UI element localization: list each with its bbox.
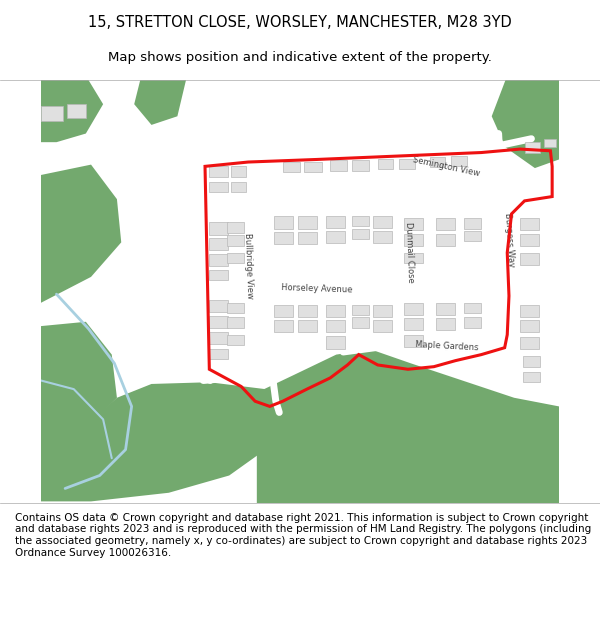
- Bar: [436, 234, 455, 246]
- Text: 15, STRETTON CLOSE, WORSLEY, MANCHESTER, M28 3YD: 15, STRETTON CLOSE, WORSLEY, MANCHESTER,…: [88, 15, 512, 30]
- Text: Contains OS data © Crown copyright and database right 2021. This information is : Contains OS data © Crown copyright and d…: [15, 513, 591, 558]
- Bar: [326, 216, 345, 227]
- Bar: [524, 142, 540, 152]
- Bar: [209, 182, 229, 192]
- Bar: [209, 166, 229, 177]
- Bar: [404, 335, 422, 347]
- Bar: [274, 304, 293, 317]
- Bar: [464, 302, 481, 313]
- Bar: [352, 318, 369, 328]
- Bar: [464, 218, 481, 229]
- Bar: [326, 336, 345, 349]
- Bar: [523, 356, 540, 367]
- Bar: [231, 182, 247, 192]
- Bar: [544, 139, 556, 148]
- Bar: [274, 320, 293, 332]
- Bar: [378, 159, 393, 169]
- Bar: [520, 253, 539, 265]
- Text: Map shows position and indicative extent of the property.: Map shows position and indicative extent…: [108, 51, 492, 64]
- Text: Bullbridge View: Bullbridge View: [242, 232, 254, 299]
- Bar: [274, 232, 293, 244]
- Bar: [464, 318, 481, 328]
- Text: Horseley Avenue: Horseley Avenue: [281, 283, 353, 295]
- Bar: [373, 216, 392, 227]
- Bar: [451, 156, 467, 166]
- Bar: [373, 304, 392, 317]
- Bar: [209, 238, 229, 250]
- Bar: [330, 160, 347, 171]
- Text: Semington View: Semington View: [412, 155, 481, 178]
- Bar: [227, 236, 244, 246]
- Polygon shape: [492, 80, 559, 168]
- Bar: [231, 166, 247, 177]
- Bar: [227, 222, 244, 233]
- Bar: [209, 316, 229, 328]
- Bar: [436, 302, 455, 315]
- Bar: [520, 234, 539, 246]
- Bar: [227, 302, 244, 313]
- Bar: [352, 304, 369, 315]
- Bar: [298, 320, 317, 332]
- Bar: [209, 349, 229, 359]
- Bar: [404, 318, 422, 331]
- Bar: [404, 253, 422, 263]
- Bar: [520, 338, 539, 349]
- Bar: [298, 232, 317, 244]
- Bar: [373, 231, 392, 243]
- Bar: [209, 270, 229, 281]
- Bar: [436, 218, 455, 230]
- Bar: [373, 320, 392, 332]
- Bar: [436, 318, 455, 331]
- Polygon shape: [41, 80, 103, 142]
- Bar: [404, 302, 422, 315]
- Text: Maple Gardens: Maple Gardens: [415, 340, 479, 352]
- Bar: [520, 304, 539, 317]
- Text: Burgess Way: Burgess Way: [503, 213, 515, 268]
- Polygon shape: [41, 382, 287, 501]
- Bar: [400, 159, 415, 169]
- Bar: [41, 106, 62, 121]
- Bar: [326, 231, 345, 243]
- Bar: [352, 216, 369, 226]
- Bar: [304, 162, 322, 172]
- Bar: [326, 304, 345, 317]
- Text: Dunmail Close: Dunmail Close: [404, 222, 415, 283]
- Bar: [227, 318, 244, 328]
- Bar: [298, 304, 317, 317]
- Bar: [352, 160, 369, 171]
- Bar: [352, 229, 369, 239]
- Bar: [209, 300, 229, 312]
- Bar: [274, 216, 293, 229]
- Bar: [209, 332, 229, 344]
- Bar: [404, 218, 422, 230]
- Bar: [523, 372, 540, 382]
- Polygon shape: [41, 322, 117, 441]
- Bar: [298, 216, 317, 229]
- Polygon shape: [41, 164, 121, 302]
- Bar: [209, 254, 229, 266]
- Bar: [520, 320, 539, 332]
- Bar: [520, 218, 539, 230]
- Bar: [404, 234, 422, 246]
- Bar: [67, 104, 86, 118]
- Polygon shape: [257, 349, 559, 503]
- Bar: [430, 157, 445, 168]
- Bar: [209, 222, 229, 234]
- Bar: [227, 335, 244, 345]
- Bar: [464, 231, 481, 241]
- Bar: [227, 253, 244, 263]
- Polygon shape: [134, 80, 186, 125]
- Bar: [283, 162, 300, 172]
- Bar: [326, 320, 345, 332]
